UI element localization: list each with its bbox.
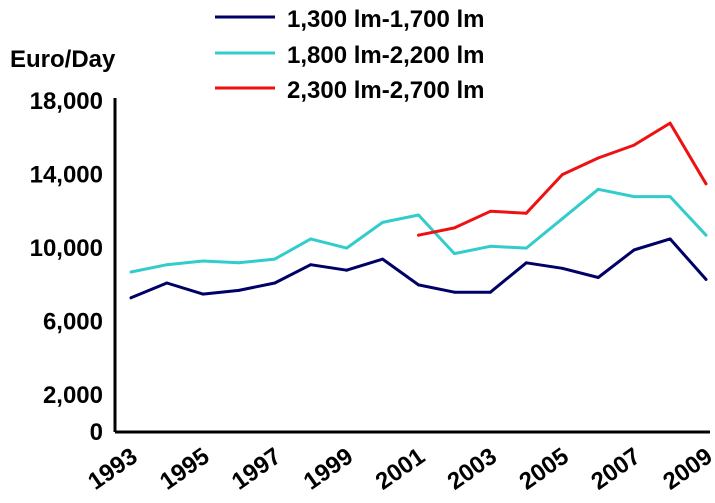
y-axis-title: Euro/Day <box>10 46 116 73</box>
data-point <box>417 283 420 287</box>
data-point <box>165 281 169 285</box>
x-tick-label: 2005 <box>514 443 573 496</box>
data-point <box>273 257 277 261</box>
data-point <box>632 143 636 147</box>
data-point <box>129 296 133 300</box>
y-tick-label: 0 <box>90 419 103 446</box>
data-point <box>165 263 169 267</box>
y-tick-label: 10,000 <box>30 235 103 262</box>
data-point <box>596 187 600 191</box>
data-point <box>309 263 313 267</box>
legend-label: 2,300 lm-2,700 lm <box>287 77 484 104</box>
data-point <box>704 278 708 281</box>
data-point <box>596 156 600 160</box>
data-point <box>596 276 600 279</box>
data-point <box>417 233 420 237</box>
data-point <box>668 121 672 125</box>
y-tick-label: 6,000 <box>43 309 103 336</box>
data-point <box>489 290 492 294</box>
y-tick-label: 18,000 <box>30 88 103 115</box>
data-point <box>237 289 241 292</box>
data-point <box>489 209 492 213</box>
x-tick-label: 1995 <box>155 443 214 496</box>
data-point <box>704 182 708 186</box>
data-point <box>524 246 528 250</box>
data-point <box>489 244 492 248</box>
x-axis-ticks: 1993 1995 1997 1999 2001 2003 2005 2007 2009 <box>83 443 715 496</box>
data-point <box>524 211 528 215</box>
x-tick-label: 1993 <box>83 443 142 496</box>
data-point <box>453 252 456 256</box>
legend-label: 1,800 lm-2,200 lm <box>287 42 484 69</box>
data-point <box>381 221 384 224</box>
x-tick-label: 2001 <box>371 443 430 496</box>
data-point <box>201 259 205 263</box>
legend-label: 1,300 lm-1,700 lm <box>287 6 484 33</box>
data-point <box>560 266 564 270</box>
x-tick-label: 2007 <box>586 443 645 496</box>
data-point <box>309 237 313 241</box>
data-point <box>417 213 420 217</box>
data-point <box>129 270 133 274</box>
y-tick-label: 14,000 <box>30 162 103 189</box>
y-axis-ticks: 0 2,000 6,000 10,000 14,000 18,000 <box>30 88 103 446</box>
data-point <box>560 173 564 177</box>
series-line-1 <box>129 237 708 300</box>
series-lines <box>129 121 708 300</box>
data-point <box>704 233 708 237</box>
x-tick-label: 1997 <box>227 443 286 496</box>
data-point <box>201 292 205 296</box>
data-point <box>345 246 348 250</box>
data-point <box>560 217 564 221</box>
data-point <box>632 195 636 199</box>
x-tick-label: 2009 <box>658 443 715 496</box>
data-point <box>381 257 384 261</box>
data-point <box>668 237 672 241</box>
data-point <box>632 248 636 252</box>
x-tick-label: 1999 <box>299 443 358 496</box>
x-tick-label: 2003 <box>443 443 502 496</box>
legend: 1,300 lm-1,700 lm 1,800 lm-2,200 lm 2,300 … <box>215 6 484 104</box>
data-point <box>524 261 528 265</box>
y-tick-label: 2,000 <box>43 382 103 409</box>
data-point <box>237 261 241 265</box>
data-point <box>668 195 672 199</box>
data-point <box>273 281 277 285</box>
data-point <box>453 290 456 294</box>
data-point <box>345 268 348 272</box>
data-point <box>453 226 456 230</box>
